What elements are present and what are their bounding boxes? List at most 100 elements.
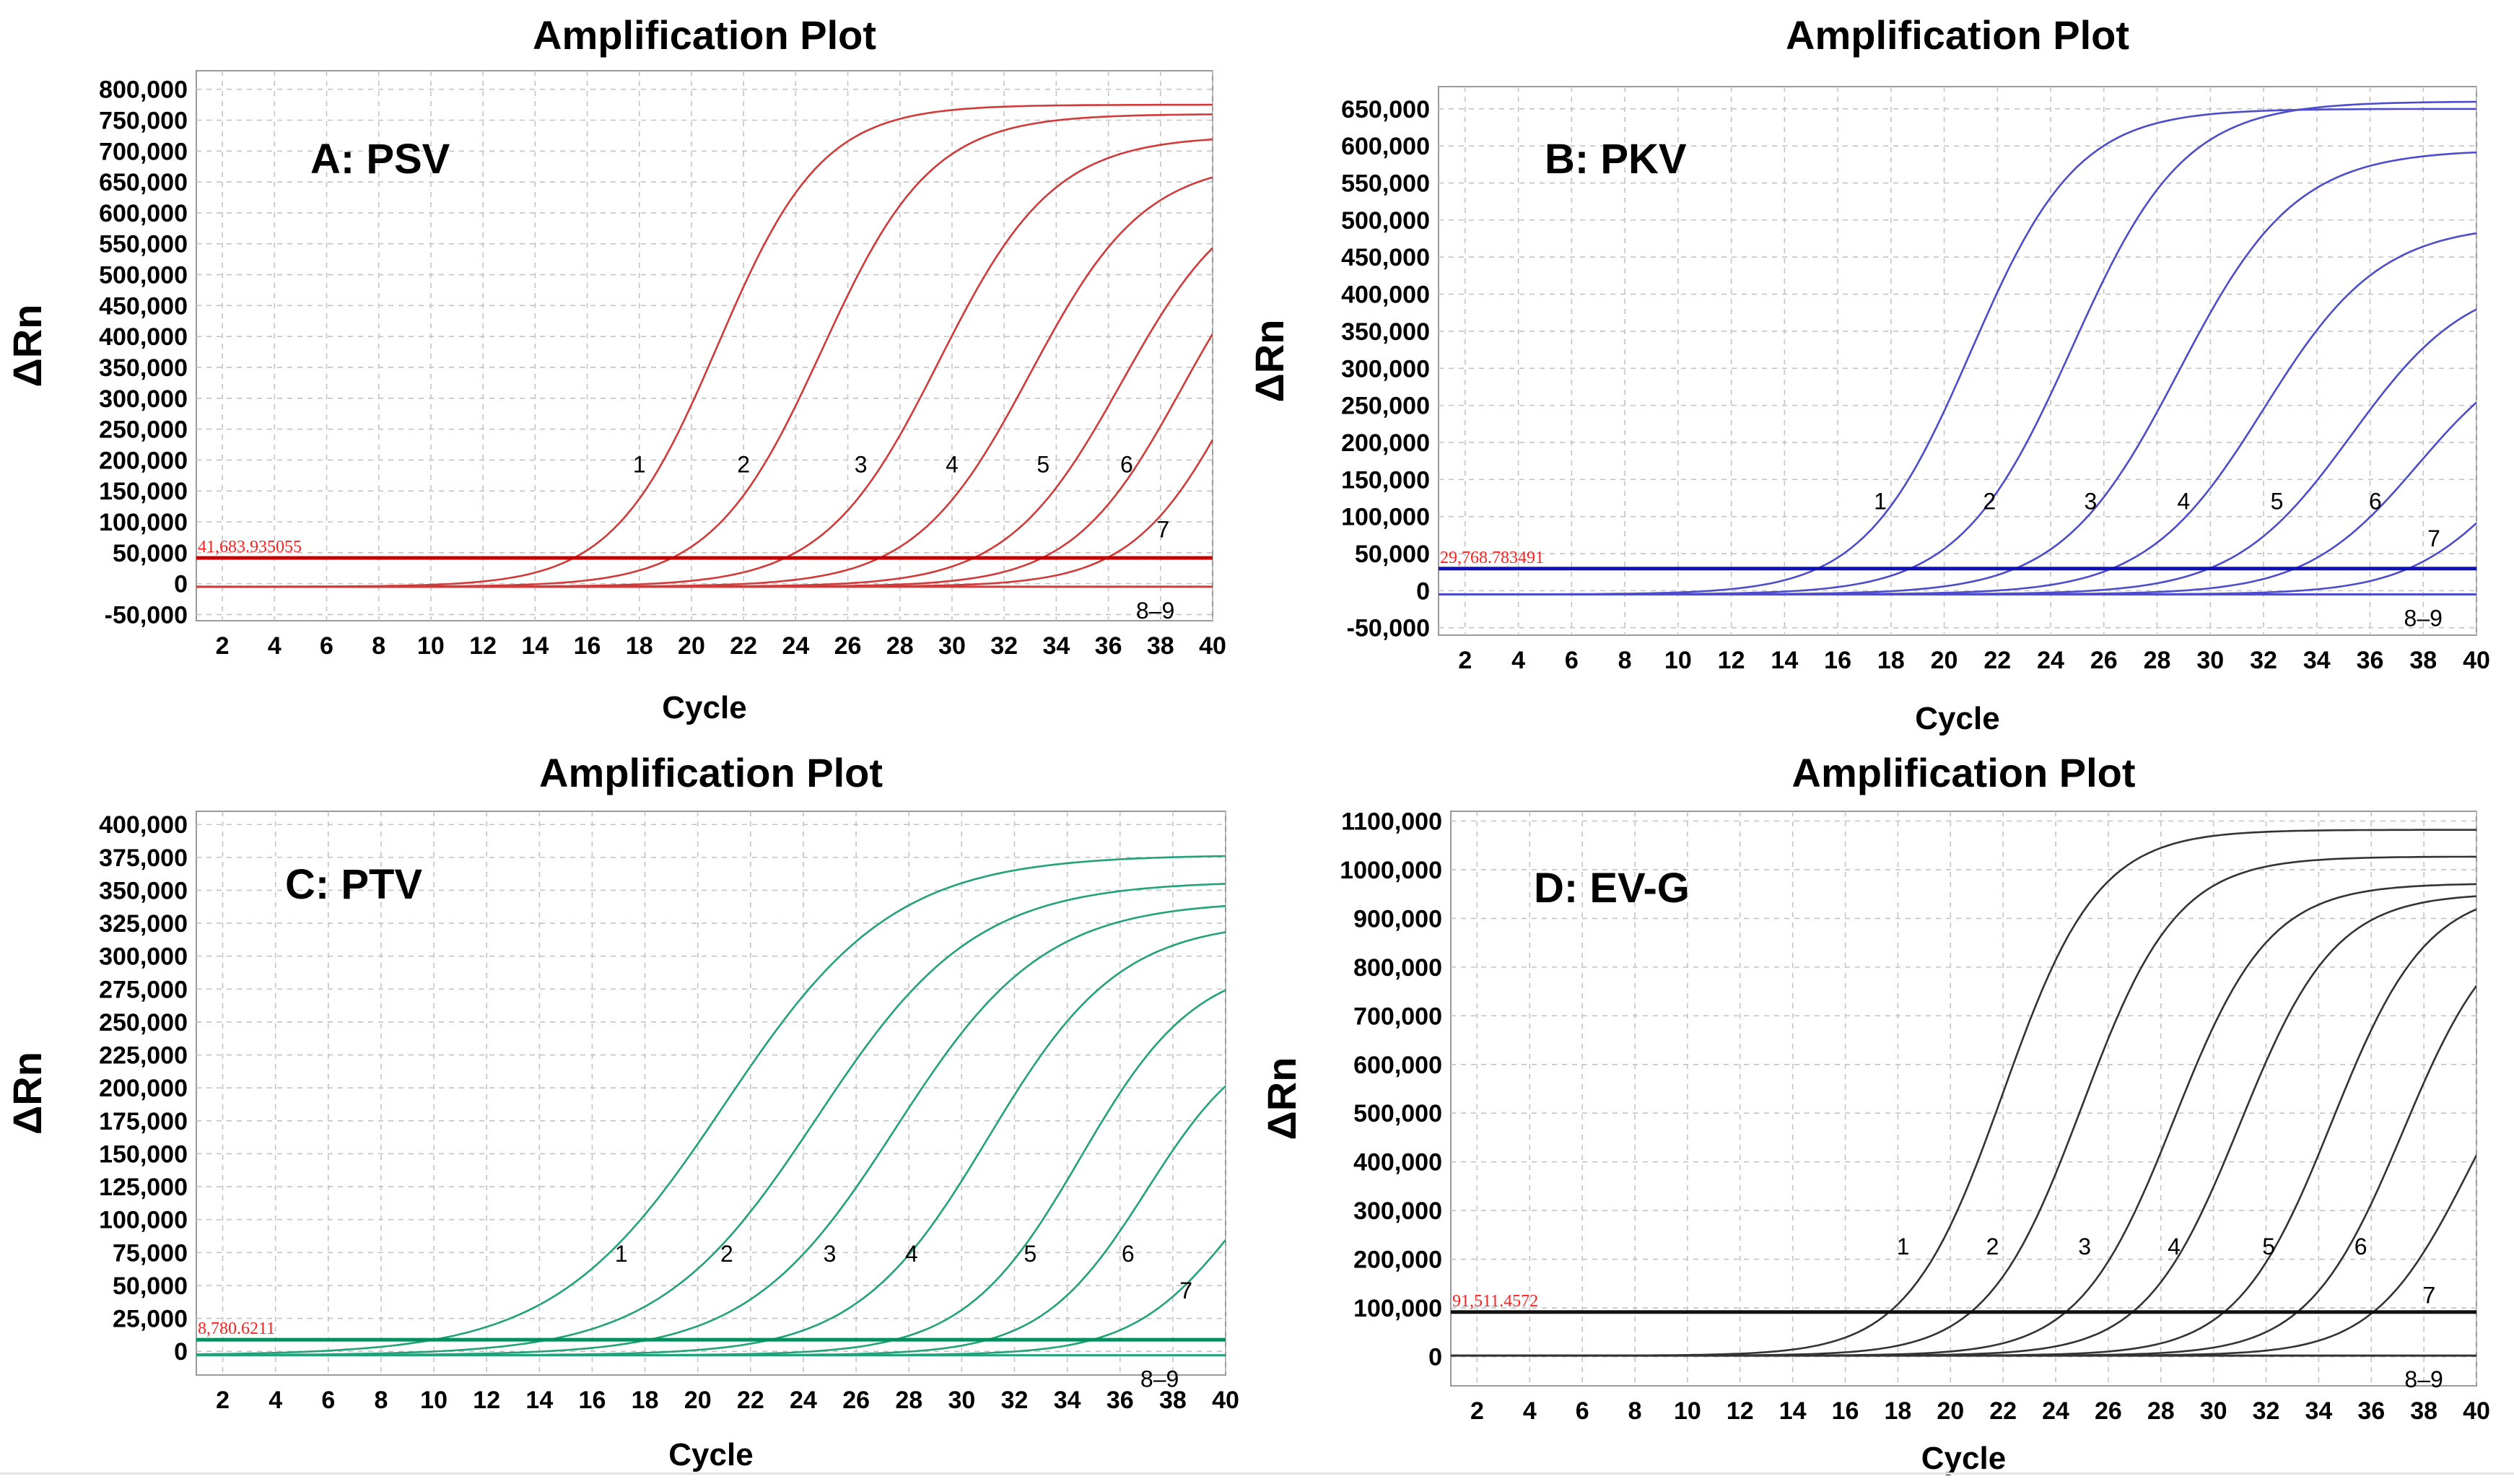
curve-label-c-2: 2	[720, 1241, 733, 1267]
x-tick-label: 36	[1107, 1387, 1134, 1414]
x-tick-label: 32	[2253, 1397, 2280, 1425]
y-tick-label: 400,000	[1353, 1149, 1442, 1177]
y-tick-label: 200,000	[99, 1075, 188, 1102]
x-tick-label: 14	[525, 1387, 553, 1414]
x-tick-label: 26	[842, 1387, 870, 1414]
x-tick-label: 34	[1042, 632, 1070, 660]
chart-panel-b: 2 4 6 8 10 12 14 16 18 20 22 24 26 28 30 32 34 36 38 40-50,…	[1341, 86, 2490, 674]
x-tick-label: 16	[574, 632, 601, 660]
curve-label-b-1: 1	[1874, 488, 1887, 514]
panel-label-b: B: PKV	[1545, 136, 1687, 183]
x-axis-label-a: Cycle	[662, 690, 746, 725]
y-tick-label: 300,000	[99, 943, 188, 971]
y-tick-label: 700,000	[1353, 1003, 1442, 1030]
x-tick-label: 40	[2463, 1397, 2490, 1425]
y-tick-label: 200,000	[99, 447, 188, 474]
y-tick-label: 800,000	[99, 77, 188, 104]
x-tick-label: 40	[1199, 632, 1226, 660]
x-tick-label: 24	[782, 632, 809, 660]
x-tick-label: 8	[372, 632, 385, 660]
y-tick-label: 275,000	[99, 976, 188, 1003]
y-tick-label: 800,000	[1353, 954, 1442, 982]
x-tick-label: 30	[2196, 647, 2224, 674]
plot-area-a	[196, 70, 1213, 621]
x-tick-label: 16	[1832, 1397, 1859, 1425]
y-tick-label: 500,000	[1341, 207, 1430, 235]
x-tick-label: 2	[216, 1387, 230, 1414]
x-tick-label: 24	[2042, 1397, 2069, 1425]
y-tick-label: 450,000	[99, 292, 188, 320]
curve-label-d-3: 3	[2078, 1234, 2091, 1260]
x-tick-label: 38	[1159, 1387, 1187, 1414]
curve-label-d-2: 2	[1986, 1234, 1999, 1260]
chart-title-a: Amplification Plot	[533, 12, 876, 58]
curve-label-d-1: 1	[1897, 1234, 1910, 1260]
series-line-c-1	[196, 855, 1226, 1356]
curve-label-a-6: 6	[1120, 452, 1133, 478]
x-tick-label: 12	[1718, 647, 1745, 674]
y-tick-label: 300,000	[99, 385, 188, 413]
x-tick-label: 6	[1565, 647, 1579, 674]
y-tick-label: 100,000	[99, 1207, 188, 1234]
x-tick-label: 14	[521, 632, 549, 660]
y-tick-label: 300,000	[1353, 1197, 1442, 1225]
x-tick-label: 4	[268, 632, 281, 660]
x-tick-label: 10	[1674, 1397, 1701, 1425]
y-tick-label: 650,000	[99, 169, 188, 196]
curve-label-b-2: 2	[1983, 488, 1996, 514]
y-tick-label: 150,000	[1341, 466, 1430, 494]
y-tick-label: 400,000	[99, 323, 188, 351]
panel-label-c: C: PTV	[285, 861, 422, 908]
y-tick-label: 600,000	[99, 200, 188, 227]
x-tick-label: 10	[417, 632, 445, 660]
chart-panel-c: 2 4 6 8 10 12 14 16 18 20 22 24 26 28 30 32 34 36 38 40025,…	[99, 811, 1239, 1414]
threshold-label-d: 91,511.4572	[1452, 1292, 1538, 1311]
x-tick-label: 28	[895, 1387, 922, 1414]
chart-title-b: Amplification Plot	[1786, 12, 2129, 58]
x-tick-label: 32	[2250, 647, 2277, 674]
y-axis-label-d: ΔRn	[1259, 1057, 1304, 1140]
x-tick-label: 22	[730, 632, 757, 660]
x-axis-label-d: Cycle	[1921, 1441, 2006, 1476]
x-tick-label: 30	[2200, 1397, 2227, 1425]
series-line-c-2	[196, 883, 1226, 1356]
plot-area-c	[196, 811, 1226, 1376]
y-tick-label: 50,000	[1355, 541, 1430, 568]
x-tick-label: 8	[374, 1387, 388, 1414]
x-tick-label: 2	[216, 632, 230, 660]
curve-label-a-1: 1	[633, 452, 646, 478]
y-tick-label: 0	[174, 571, 188, 598]
y-tick-label: 225,000	[99, 1042, 188, 1070]
x-tick-label: 14	[1779, 1397, 1807, 1425]
x-tick-label: 6	[320, 632, 333, 660]
y-tick-label: 150,000	[99, 1140, 188, 1168]
plot-area-b	[1438, 86, 2477, 636]
curve-label-d-7: 7	[2423, 1282, 2436, 1308]
curve-label-b-3: 3	[2084, 488, 2097, 514]
y-tick-label: 300,000	[1341, 355, 1430, 383]
curve-label-c-6: 6	[1122, 1241, 1135, 1267]
x-tick-label: 18	[632, 1387, 659, 1414]
y-tick-label: 100,000	[99, 509, 188, 536]
curve-label-b-4: 4	[2178, 488, 2191, 514]
x-tick-label: 36	[2357, 647, 2384, 674]
y-tick-label: 900,000	[1353, 905, 1442, 933]
y-tick-label: 0	[174, 1338, 188, 1366]
y-tick-label: -50,000	[105, 601, 188, 629]
x-tick-label: 8	[1628, 1397, 1642, 1425]
y-tick-label: 375,000	[99, 844, 188, 872]
x-tick-label: 24	[2037, 647, 2064, 674]
x-tick-label: 16	[1824, 647, 1851, 674]
y-tick-label: 75,000	[113, 1239, 188, 1267]
y-tick-label: 50,000	[113, 1273, 188, 1300]
curve-label-a-3: 3	[855, 452, 868, 478]
plot-area-d	[1450, 811, 2477, 1387]
y-tick-label: 500,000	[1353, 1100, 1442, 1127]
curve-label-d-6: 6	[2354, 1234, 2367, 1260]
x-tick-label: 28	[2147, 1397, 2175, 1425]
x-tick-label: 22	[1989, 1397, 2017, 1425]
panel-label-d: D: EV-G	[1534, 865, 1690, 912]
curve-label-c-7: 7	[1179, 1278, 1192, 1304]
y-tick-label: 400,000	[1341, 281, 1430, 309]
curve-label-a-7: 7	[1157, 516, 1170, 542]
